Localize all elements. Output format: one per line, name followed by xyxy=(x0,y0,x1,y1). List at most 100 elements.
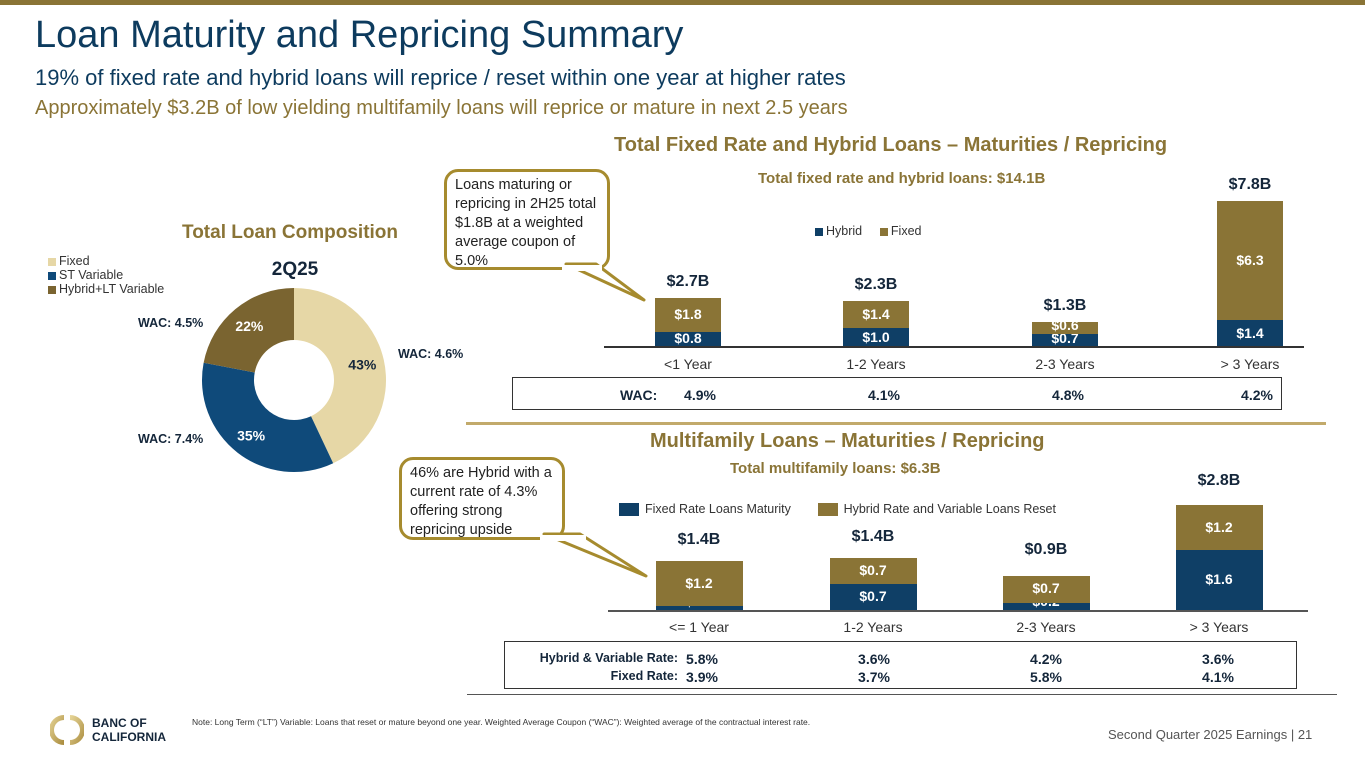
bar-segment-fixed-rate-loans-maturity xyxy=(1175,550,1263,610)
bar-value-label: $6.3 xyxy=(1236,251,1264,268)
donut-slice-label: 43% xyxy=(348,357,377,373)
legend-item-fixed: Fixed xyxy=(879,224,921,238)
legend-swatch xyxy=(815,227,823,236)
banc-of-california-logo-icon xyxy=(50,715,84,745)
fixed-rate-value: 5.8% xyxy=(1030,669,1062,685)
callout-pointer xyxy=(562,262,646,302)
page-subtitle-primary: 19% of fixed rate and hybrid loans will … xyxy=(35,65,846,90)
bar-value-label: $0.7 xyxy=(859,587,887,604)
multifamily-legend: Fixed Rate Loans Maturity Hybrid Rate an… xyxy=(619,500,1056,518)
wac-value: 4.1% xyxy=(868,387,900,403)
donut-slice-fixed xyxy=(294,288,386,464)
bar-total-label: $2.8B xyxy=(1197,472,1241,489)
bar-total-label: $7.8B xyxy=(1228,175,1272,193)
donut-slice-st-variable xyxy=(202,362,334,472)
footnote: Note: Long Term (“LT”) Variable: Loans t… xyxy=(192,717,811,727)
multifamily-chart-title: Multifamily Loans – Maturities / Reprici… xyxy=(650,430,1045,452)
company-logo-text: BANC OF CALIFORNIA xyxy=(92,716,166,744)
hybrid-variable-rate-label: Hybrid & Variable Rate: xyxy=(539,651,678,665)
hybrid-variable-rate-value: 3.6% xyxy=(858,651,890,667)
legend-swatch xyxy=(48,285,56,294)
fixed-hybrid-x-axis xyxy=(604,346,1304,348)
bar-segment-fixed-rate-loans-maturity xyxy=(1002,602,1090,610)
donut-slice-label: 22% xyxy=(235,318,264,334)
top-accent-bar xyxy=(0,0,1365,5)
bar-value-label: $1.4 xyxy=(862,305,890,322)
fixed-hybrid-legend: Hybrid Fixed xyxy=(815,222,921,240)
category-label: 2-3 Years xyxy=(1035,356,1095,372)
callout-hybrid-upside: 46% are Hybrid with a current rate of 4.… xyxy=(399,457,565,540)
hybrid-variable-rate-value: 3.6% xyxy=(1202,651,1234,667)
bar-value-label: $0.7 xyxy=(1051,330,1079,346)
legend-item-fixed-rate-maturity: Fixed Rate Loans Maturity xyxy=(619,502,791,517)
category-label: 2-3 Years xyxy=(1016,619,1076,635)
bar-segment-fixed xyxy=(1217,200,1283,321)
bar-segment-fixed xyxy=(1032,322,1098,334)
legend-swatch xyxy=(48,257,56,266)
multifamily-x-axis xyxy=(608,610,1308,612)
page-subtitle-secondary: Approximately $3.2B of low yielding mult… xyxy=(35,97,848,119)
fixed-rate-label: Fixed Rate: xyxy=(610,669,678,683)
bar-segment-hybrid-rate-and-variable-loans-reset xyxy=(829,557,917,584)
footer-rule xyxy=(467,694,1337,695)
wac-table xyxy=(512,377,1282,410)
bar-total-label: $1.4B xyxy=(851,527,895,545)
wac-label-st-variable: WAC: 7.4% xyxy=(138,432,204,446)
donut-chart: 43% 35% 22% xyxy=(202,288,386,472)
wac-row-label: WAC: xyxy=(620,387,658,403)
wac-value: 4.2% xyxy=(1241,387,1273,403)
multifamily-chart-subtitle: Total multifamily loans: $6.3B xyxy=(730,460,941,477)
donut-legend: Fixed ST Variable Hybrid+LT Variable xyxy=(48,254,164,296)
fixed-hybrid-chart-title: Total Fixed Rate and Hybrid Loans – Matu… xyxy=(614,134,1168,156)
bar-segment-fixed xyxy=(655,297,721,332)
bar-value-label: $1.2 xyxy=(685,574,713,591)
wac-value: 4.9% xyxy=(684,387,716,403)
fixed-rate-value: 4.1% xyxy=(1202,669,1234,685)
bar-value-label: $1.0 xyxy=(862,328,890,345)
callout-2h25-repricing: Loans maturing or repricing in 2H25 tota… xyxy=(444,169,610,270)
legend-swatch xyxy=(817,503,838,517)
bar-total-label: $2.3B xyxy=(854,276,898,294)
bar-value-label: $1.4 xyxy=(1236,324,1264,341)
legend-item-hybrid-variable-reset: Hybrid Rate and Variable Loans Reset xyxy=(817,502,1056,517)
legend-swatch xyxy=(619,503,639,517)
category-label: 1-2 Years xyxy=(843,619,903,635)
donut-chart-title: Total Loan Composition xyxy=(182,222,399,243)
bar-segment-hybrid xyxy=(655,331,721,347)
fixed-hybrid-chart-subtitle: Total fixed rate and hybrid loans: $14.1… xyxy=(758,170,1046,187)
multifamily-rate-table xyxy=(504,641,1297,689)
bar-segment-hybrid-rate-and-variable-loans-reset xyxy=(1175,505,1263,550)
category-label: <1 Year xyxy=(664,356,712,372)
wac-label-hybrid-lt-variable: WAC: 4.5% xyxy=(138,316,204,330)
section-divider xyxy=(466,422,1326,425)
category-label: > 3 Years xyxy=(1220,356,1280,372)
category-label: > 3 Years xyxy=(1189,619,1249,635)
hybrid-variable-rate-value: 4.2% xyxy=(1030,651,1062,667)
wac-label-fixed: WAC: 4.6% xyxy=(398,347,464,361)
bar-segment-fixed-rate-loans-maturity xyxy=(829,583,917,610)
legend-item-hybrid-lt-variable: Hybrid+LT Variable xyxy=(48,282,164,296)
legend-item-fixed: Fixed xyxy=(48,254,164,268)
bar-segment-hybrid-rate-and-variable-loans-reset xyxy=(1002,576,1090,603)
hybrid-variable-rate-value: 5.8% xyxy=(686,651,718,667)
callout-pointer xyxy=(540,532,648,578)
donut-slice-label: 35% xyxy=(237,427,266,443)
bar-value-label: $0.7 xyxy=(1032,580,1060,597)
bar-segment-hybrid xyxy=(1032,333,1098,347)
legend-swatch xyxy=(879,227,888,236)
bar-total-label: $1.3B xyxy=(1043,297,1087,315)
bar-value-label: $0.8 xyxy=(674,330,702,346)
bar-value-label: $1.2 xyxy=(1205,518,1233,535)
bar-total-label: $2.7B xyxy=(666,272,710,290)
category-label: 1-2 Years xyxy=(846,356,906,372)
bar-value-label: $1.8 xyxy=(674,305,702,322)
fixed-rate-value: 3.7% xyxy=(858,669,890,685)
bar-segment-hybrid xyxy=(843,328,909,347)
page-footer-label: Second Quarter 2025 Earnings | 21 xyxy=(1108,727,1313,742)
bar-total-label: $1.4B xyxy=(677,531,721,549)
page-title: Loan Maturity and Repricing Summary xyxy=(35,14,684,56)
donut-period-label: 2Q25 xyxy=(271,259,319,280)
bar-value-label: $1.6 xyxy=(1205,571,1233,587)
bar-segment-fixed xyxy=(843,301,909,328)
bar-value-label: $0.7 xyxy=(859,561,887,578)
